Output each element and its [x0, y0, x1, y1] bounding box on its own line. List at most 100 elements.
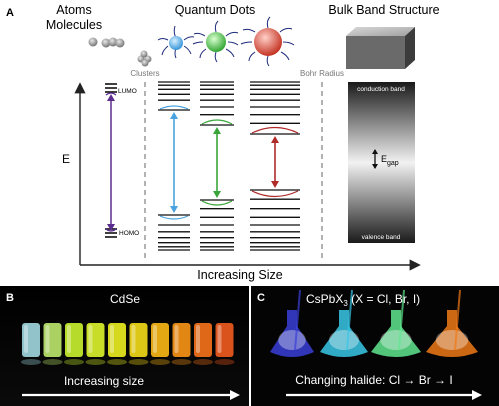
- panel-b-caption: Increasing size: [64, 374, 144, 388]
- bulk-band-gradient: [348, 82, 415, 243]
- cdse-vial: [172, 323, 191, 357]
- qd-arrowhead-bottom: [213, 191, 221, 198]
- cdse-vial-highlight: [131, 325, 136, 353]
- perovskite-flask-glow: [329, 330, 359, 350]
- qd-arrowhead-top: [271, 136, 279, 143]
- panel-b-label: B: [6, 292, 14, 304]
- qd-arrowhead-top: [170, 112, 178, 119]
- header-atoms: Atoms: [56, 3, 91, 17]
- panel-b-arrowhead: [230, 390, 240, 400]
- homo-lumo-arrowhead-bottom: [107, 224, 115, 231]
- cdse-vial-reflection: [150, 359, 170, 365]
- egap-arrowhead-bottom: [372, 164, 378, 169]
- cdse-vial: [151, 323, 169, 357]
- clusters-illustration: [137, 50, 152, 67]
- cdse-vial-reflection: [107, 359, 127, 365]
- cdse-vial: [65, 323, 83, 357]
- qd-large-levels: [250, 81, 300, 251]
- perovskite-flask: [371, 310, 421, 357]
- egap-main: E: [381, 154, 387, 164]
- atoms-illustration: [88, 37, 125, 48]
- qd-arrowhead-bottom: [170, 206, 178, 213]
- homo-lumo-arrowhead-top: [107, 94, 115, 101]
- qd-orbital-curve: [251, 190, 299, 198]
- lumo-orbital-shape: [105, 92, 117, 96]
- panel-c-title: CsPbX3 (X = Cl, Br, I): [306, 292, 420, 308]
- perovskite-flask-glow: [380, 330, 412, 350]
- cdse-vial-reflection: [214, 359, 235, 365]
- qd-arrowhead-bottom: [271, 181, 279, 188]
- valence-band-label: valence band: [362, 234, 401, 241]
- lumo-label: LUMO: [118, 88, 137, 95]
- qd-orbital-curve: [159, 215, 189, 220]
- cdse-vials: [21, 323, 235, 365]
- panel-c-label: C: [257, 292, 265, 304]
- cdse-vial-highlight: [88, 325, 93, 353]
- panel-c-caption: Changing halide: Cl → Br → I: [295, 373, 452, 387]
- cdse-vial: [215, 323, 234, 357]
- cdse-vial: [108, 323, 126, 357]
- cdse-vial-highlight: [45, 325, 50, 353]
- panel-c-title-sub: 3: [343, 299, 348, 308]
- cdse-vial: [43, 323, 62, 357]
- cdse-vial-highlight: [196, 325, 200, 353]
- energy-axis-label: E: [62, 152, 70, 166]
- perovskite-flask-rod: [346, 289, 353, 351]
- cdse-vial-reflection: [193, 359, 213, 365]
- perovskite-flasks: [270, 289, 478, 357]
- qd-orbital-curve: [201, 200, 233, 206]
- cdse-vial-highlight: [67, 325, 71, 353]
- quantum-dot-large: [240, 16, 295, 67]
- panel-c: C CsPbX3 (X = Cl, Br, I) Changing halide…: [251, 286, 499, 406]
- perovskite-flask: [426, 310, 478, 357]
- perovskite-flask-rod: [398, 289, 405, 351]
- header-quantum-dots: Quantum Dots: [175, 3, 256, 17]
- perovskite-flask-rod: [454, 289, 461, 351]
- cdse-vial: [129, 323, 148, 357]
- cdse-vial-reflection: [128, 359, 149, 365]
- egap-arrowhead-top: [372, 149, 378, 154]
- header-molecules: Molecules: [46, 18, 102, 32]
- perovskite-flask-rod: [294, 289, 301, 351]
- bohr-radius-label: Bohr Radius: [300, 69, 344, 78]
- qd-medium-levels: [200, 81, 234, 251]
- perovskite-flask-glow: [278, 330, 306, 350]
- panel-a: A Atoms Molecules Quantum Dots Bulk Band…: [6, 3, 440, 282]
- panel-c-arrowhead: [472, 390, 482, 400]
- egap-label: Egap: [381, 154, 399, 167]
- cdse-vial-highlight: [217, 325, 222, 353]
- perovskite-flask-glow: [435, 330, 469, 350]
- cdse-vial: [86, 323, 105, 357]
- cdse-vial: [194, 323, 212, 357]
- perovskite-flask: [270, 310, 314, 357]
- cdse-vial: [22, 323, 40, 357]
- size-axis-label: Increasing Size: [197, 268, 283, 282]
- perovskite-flask: [320, 310, 368, 357]
- qd-orbital-curve: [201, 119, 233, 125]
- panel-b-title: CdSe: [110, 292, 140, 306]
- clusters-label: Clusters: [130, 69, 159, 78]
- bulk-cube: [346, 27, 415, 69]
- cdse-vial-highlight: [153, 325, 157, 353]
- molecule-levels: [105, 83, 117, 238]
- qd-small-levels: [158, 81, 190, 251]
- qd-orbital-curve: [159, 105, 189, 110]
- cdse-vial-reflection: [42, 359, 63, 365]
- cdse-vial-highlight: [174, 325, 179, 353]
- egap-subscript: gap: [387, 160, 399, 167]
- panel-a-label: A: [6, 7, 14, 19]
- panel-c-title-rest: (X = Cl, Br, I): [348, 292, 420, 306]
- qd-orbital-curve: [251, 126, 299, 134]
- homo-label: HOMO: [119, 230, 139, 237]
- panel-c-title-main: CsPbX: [306, 292, 343, 306]
- cdse-vial-reflection: [64, 359, 84, 365]
- header-bulk: Bulk Band Structure: [328, 3, 439, 17]
- cdse-vial-reflection: [21, 359, 41, 365]
- quantum-dot-medium: [192, 20, 239, 63]
- cdse-vial-reflection: [171, 359, 192, 365]
- qd-arrowhead-top: [213, 127, 221, 134]
- cdse-vial-highlight: [110, 325, 114, 353]
- quantum-dot-small: [157, 25, 195, 59]
- conduction-band-label: conduction band: [357, 86, 405, 93]
- cdse-vial-highlight: [24, 325, 28, 353]
